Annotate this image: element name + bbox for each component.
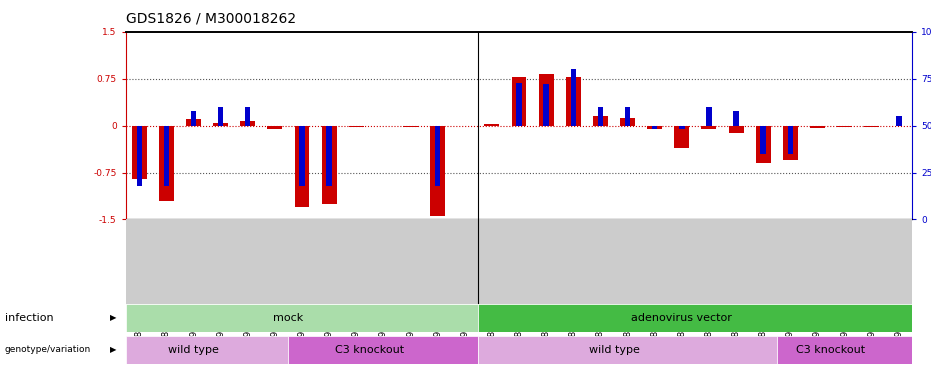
Bar [544, 84, 549, 126]
Bar [783, 126, 798, 160]
Bar [729, 126, 744, 133]
Bar [679, 126, 684, 129]
Bar [218, 107, 223, 126]
Bar [571, 69, 576, 126]
Bar [403, 126, 418, 127]
Bar [566, 77, 581, 126]
Bar [701, 126, 716, 129]
Bar [864, 126, 879, 127]
Bar [137, 126, 142, 186]
Bar [761, 126, 766, 154]
Bar [674, 126, 689, 147]
Bar [707, 107, 711, 126]
Bar [810, 126, 825, 128]
Bar [430, 126, 445, 216]
Bar [598, 107, 603, 126]
Bar [734, 111, 739, 126]
Text: C3 knockout: C3 knockout [335, 345, 404, 355]
Bar [756, 126, 771, 163]
Bar [788, 126, 793, 154]
Bar [349, 126, 364, 127]
Bar [479, 304, 912, 332]
Text: GDS1826 / M300018262: GDS1826 / M300018262 [126, 11, 296, 25]
Bar [186, 119, 201, 126]
Bar [897, 116, 901, 126]
Bar [625, 107, 630, 126]
Bar [294, 126, 309, 207]
Bar [299, 126, 304, 186]
Bar [267, 126, 282, 129]
Text: wild type: wild type [169, 345, 219, 355]
Text: genotype/variation: genotype/variation [5, 345, 91, 354]
Bar [647, 126, 662, 129]
Bar [837, 126, 852, 127]
Bar [191, 111, 196, 126]
Bar [126, 336, 289, 364]
Bar [240, 121, 255, 126]
Text: ▶: ▶ [110, 345, 116, 354]
Text: infection: infection [5, 313, 53, 323]
Text: mock: mock [274, 313, 304, 323]
Bar [322, 126, 337, 204]
Bar [484, 124, 499, 126]
Bar [327, 126, 331, 186]
Bar [435, 126, 440, 186]
Bar [593, 116, 608, 126]
Bar [539, 74, 554, 126]
Bar [776, 336, 912, 364]
Bar [213, 123, 228, 126]
Bar [289, 336, 479, 364]
Bar [652, 126, 657, 129]
Bar [126, 304, 479, 332]
Bar [164, 126, 169, 186]
Text: adenovirus vector: adenovirus vector [631, 313, 733, 323]
Text: wild type: wild type [588, 345, 640, 355]
Bar [517, 82, 521, 126]
Text: ▶: ▶ [110, 314, 116, 322]
Text: C3 knockout: C3 knockout [796, 345, 866, 355]
Bar [132, 126, 147, 179]
Bar [620, 118, 635, 126]
Bar [245, 107, 250, 126]
Bar [511, 77, 527, 126]
Bar [479, 336, 776, 364]
Bar [159, 126, 174, 201]
